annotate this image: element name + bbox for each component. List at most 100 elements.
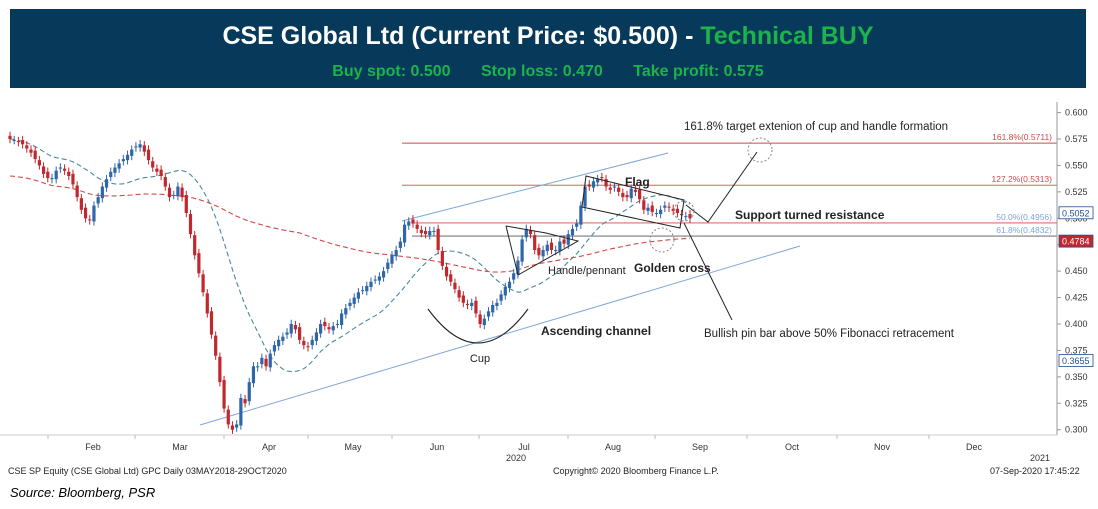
candle-body [625, 195, 629, 198]
fib-label: 50.0%(0.4956) [996, 212, 1052, 222]
candle-body [138, 144, 142, 148]
candle-body [298, 327, 302, 340]
candle-body [146, 149, 151, 161]
candle-body [369, 281, 373, 287]
candle-body [314, 332, 319, 341]
y-tick-label: 0.400 [1065, 319, 1088, 329]
candle-body [449, 274, 453, 282]
candle-body [327, 327, 331, 330]
candle-body [167, 187, 172, 198]
candle-body [79, 198, 83, 210]
x-tick-label: Dec [966, 442, 983, 452]
y-tick-label: 0.350 [1065, 372, 1088, 382]
x-tick-label: Feb [85, 442, 101, 452]
candle-body [117, 163, 121, 169]
candle-body [25, 145, 29, 149]
candle-body [319, 324, 323, 334]
candle-body [579, 205, 583, 225]
candle-body [533, 235, 537, 250]
candle-body [503, 287, 507, 296]
candle-body [256, 366, 260, 368]
candle-body [12, 140, 16, 142]
chart-title: CSE Global Ltd (Current Price: $0.500) -… [10, 22, 1086, 51]
candle-body [591, 181, 596, 188]
footer-copyright: Copyright© 2020 Bloomberg Finance L.P. [553, 466, 719, 476]
candle-body [482, 318, 486, 326]
candle-body [474, 300, 478, 314]
candle-body [281, 336, 285, 341]
candle-body [461, 295, 465, 303]
flag-label: Flag [625, 175, 650, 189]
candle-body [88, 219, 92, 221]
candle-body [671, 208, 675, 211]
candle-body [235, 424, 239, 428]
x-tick-label: Aug [605, 442, 621, 452]
cup-arc [427, 308, 529, 344]
candle-body [558, 241, 562, 252]
candle-body [176, 186, 180, 197]
candle-body [520, 239, 524, 262]
candle-body [289, 324, 293, 334]
candle-body [193, 235, 197, 256]
candle-body [62, 168, 67, 171]
candle-body [688, 214, 692, 219]
candle-body [306, 346, 310, 348]
moving-average-200 [9, 175, 691, 273]
candle-body [444, 266, 449, 277]
fib-label: 61.8%(0.4832) [996, 225, 1052, 235]
candle-body [373, 279, 377, 281]
candle-body [541, 250, 545, 257]
candle-body [285, 332, 289, 335]
candle-body [163, 177, 167, 187]
source-note: Source: Bloomberg, PSR [10, 485, 156, 500]
candle-body [415, 224, 419, 229]
price-tag [1058, 206, 1094, 220]
candle-body [549, 242, 554, 250]
candle-body [524, 228, 528, 238]
candle-body [646, 207, 650, 211]
price-tag-label: 0.3655 [1062, 356, 1090, 366]
handle-triangle [505, 225, 580, 276]
candle-body [134, 146, 138, 148]
candle-body [243, 399, 247, 404]
candle-body [58, 167, 62, 169]
candle-body [239, 398, 243, 426]
candle-body [230, 425, 235, 430]
candle-body [352, 297, 356, 304]
candle-body [92, 205, 96, 222]
x-tick-label: Mar [172, 442, 188, 452]
candle-body [67, 171, 71, 176]
channel-lower-line [199, 245, 801, 426]
candle-body [16, 141, 20, 143]
candle-body [381, 271, 386, 278]
candle-body [41, 166, 46, 174]
candle-body [50, 178, 54, 180]
title-signal: Technical BUY [700, 22, 874, 50]
candle-body [491, 304, 495, 313]
candle-body [507, 281, 512, 289]
candle-body [96, 197, 100, 204]
candle-body [440, 251, 444, 266]
buy-spot: Buy spot: 0.500 [332, 63, 451, 80]
candle-body [495, 302, 499, 307]
price-tag-label: 0.4784 [1062, 237, 1090, 247]
candle-body [130, 149, 134, 156]
candle-body [348, 302, 352, 307]
x-tick-label: Oct [785, 442, 800, 452]
channel-label: Ascending channel [541, 324, 651, 338]
candle-body [545, 244, 549, 252]
candle-body [121, 159, 125, 162]
candle-body [46, 171, 50, 179]
candle-body [151, 161, 155, 168]
candle-body [344, 308, 348, 315]
candle-body [260, 357, 264, 365]
candle-body [621, 192, 625, 198]
pin-bar-label: Bullish pin bar above 50% Fibonacci retr… [704, 328, 955, 340]
y-tick-label: 0.450 [1065, 266, 1088, 276]
handle-label: Handle/pennant [548, 265, 626, 277]
projection-arrow [685, 151, 758, 223]
candle-body [570, 228, 575, 236]
fib-label: 161.8%(0.5711) [992, 132, 1052, 142]
candle-body [109, 171, 113, 178]
y-tick-label: 0.425 [1065, 293, 1088, 303]
